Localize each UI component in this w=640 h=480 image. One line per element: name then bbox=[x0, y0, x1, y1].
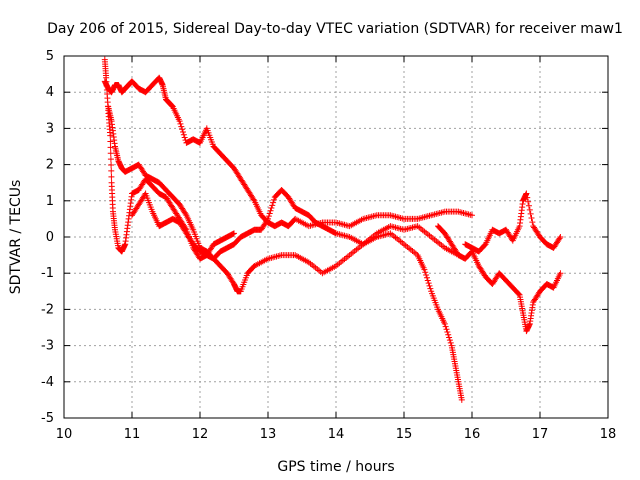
data-point bbox=[264, 217, 271, 224]
data-point bbox=[446, 334, 453, 341]
series-track-a bbox=[101, 74, 475, 230]
x-tick-label: 16 bbox=[464, 427, 481, 442]
chart-title: Day 206 of 2015, Sidereal Day-to-day VTE… bbox=[47, 21, 623, 37]
y-tick-label: 2 bbox=[46, 158, 54, 173]
data-point bbox=[270, 199, 277, 206]
data-point bbox=[445, 331, 452, 338]
data-point bbox=[108, 167, 115, 174]
data-point bbox=[265, 215, 271, 222]
data-point bbox=[107, 132, 114, 139]
data-point bbox=[108, 173, 115, 180]
data-point bbox=[269, 202, 276, 209]
data-point bbox=[107, 138, 114, 145]
data-point bbox=[107, 156, 114, 163]
series-track-e bbox=[435, 223, 564, 335]
data-point bbox=[441, 320, 448, 327]
y-tick-label: -1 bbox=[41, 266, 54, 281]
y-tick-label: 1 bbox=[46, 194, 54, 209]
data-point bbox=[107, 150, 114, 157]
data-point bbox=[266, 210, 273, 217]
data-point bbox=[556, 235, 563, 242]
x-tick-label: 15 bbox=[396, 427, 413, 442]
data-point bbox=[178, 123, 185, 130]
data-point bbox=[447, 339, 454, 346]
y-tick-label: -4 bbox=[41, 375, 54, 390]
data-point bbox=[423, 272, 430, 279]
data-point bbox=[108, 162, 115, 169]
y-tick-label: 3 bbox=[46, 121, 54, 136]
data-point bbox=[557, 234, 564, 240]
data-point bbox=[180, 129, 186, 136]
data-point bbox=[443, 326, 450, 333]
series-track-c bbox=[105, 103, 465, 403]
x-axis-label: GPS time / hours bbox=[277, 459, 394, 475]
data-point bbox=[469, 212, 475, 219]
data-point bbox=[426, 282, 433, 289]
data-point bbox=[427, 285, 434, 292]
data-point bbox=[267, 207, 274, 214]
data-point bbox=[231, 230, 237, 237]
data-point bbox=[176, 118, 183, 125]
data-point bbox=[515, 291, 522, 298]
y-tick-label: 5 bbox=[46, 49, 54, 64]
data-point bbox=[557, 270, 564, 277]
data-point bbox=[268, 205, 275, 212]
data-point bbox=[422, 269, 429, 276]
data-point bbox=[181, 134, 188, 141]
data-point bbox=[528, 214, 535, 221]
data-point bbox=[265, 213, 272, 220]
x-tick-label: 11 bbox=[124, 427, 141, 442]
y-axis-label: SDTVAR / TECUs bbox=[8, 180, 24, 295]
series-track-f bbox=[462, 190, 564, 255]
data-point bbox=[442, 323, 449, 330]
data-point bbox=[524, 194, 531, 201]
data-point bbox=[446, 337, 453, 344]
x-tick-label: 18 bbox=[600, 427, 617, 442]
data-point bbox=[250, 196, 257, 203]
data-point bbox=[458, 396, 465, 403]
x-tick-label: 12 bbox=[192, 427, 209, 442]
data-point bbox=[177, 120, 184, 127]
data-point bbox=[425, 280, 432, 287]
data-point bbox=[107, 144, 114, 151]
data-point bbox=[182, 210, 189, 217]
y-tick-label: -2 bbox=[41, 302, 54, 317]
data-point bbox=[525, 198, 532, 205]
data-point bbox=[527, 210, 534, 217]
data-points bbox=[101, 56, 564, 403]
data-point bbox=[180, 131, 187, 138]
x-tick-label: 14 bbox=[328, 427, 345, 442]
y-tick-label: -5 bbox=[41, 411, 54, 426]
y-tick-label: 4 bbox=[46, 85, 54, 100]
data-point bbox=[444, 329, 451, 336]
grid bbox=[64, 56, 608, 418]
y-tick-label: 0 bbox=[46, 230, 54, 245]
data-point bbox=[529, 219, 536, 226]
data-point bbox=[526, 206, 533, 213]
x-tick-label: 10 bbox=[56, 427, 73, 442]
x-tick-label: 13 bbox=[260, 427, 277, 442]
data-point bbox=[423, 274, 430, 281]
y-tick-label: -3 bbox=[41, 339, 54, 354]
series-track-d bbox=[129, 186, 462, 262]
data-point bbox=[270, 196, 277, 203]
data-point bbox=[523, 190, 530, 197]
x-tick-label: 17 bbox=[532, 427, 549, 442]
data-point bbox=[421, 266, 428, 273]
data-point bbox=[179, 126, 186, 133]
data-point bbox=[525, 202, 532, 209]
data-point bbox=[424, 277, 431, 284]
